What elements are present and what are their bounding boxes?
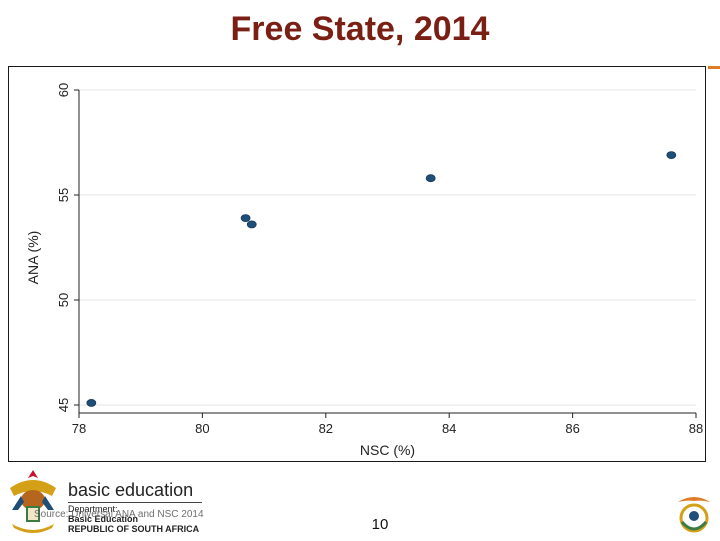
x-tick-label: 88 xyxy=(689,421,703,436)
brand-name: basic education xyxy=(68,480,194,500)
x-tick-label: 82 xyxy=(319,421,333,436)
data-point xyxy=(86,398,97,407)
source-note: Source: Universal ANA and NSC 2014 xyxy=(34,509,204,520)
x-tick-label: 84 xyxy=(442,421,456,436)
coat-of-arms-icon xyxy=(4,466,62,536)
data-point xyxy=(240,214,251,223)
y-axis-title: ANA (%) xyxy=(25,231,41,285)
data-point xyxy=(666,151,677,159)
department-name: Basic Education xyxy=(68,514,139,524)
y-tick-label: 45 xyxy=(56,398,71,412)
data-point xyxy=(425,174,436,183)
x-tick-label: 80 xyxy=(195,421,209,436)
data-point xyxy=(246,220,257,229)
country-name: REPUBLIC OF SOUTH AFRICA xyxy=(68,524,200,534)
department-label: Department: xyxy=(68,504,118,514)
accent-bar xyxy=(708,66,720,69)
x-tick-label: 86 xyxy=(565,421,579,436)
scatter-chart: 45 50 55 60 78 80 82 84 86 88 NSC (%) ANA (%) xyxy=(25,83,703,458)
x-axis-title: NSC (%) xyxy=(360,442,415,458)
slide-title: Free State, 2014 xyxy=(230,10,490,48)
brand-divider xyxy=(68,502,202,503)
page-number: 10 xyxy=(371,516,389,533)
x-tick-label: 78 xyxy=(72,421,86,436)
y-tick-label: 55 xyxy=(56,188,71,202)
anniversary-logo-icon xyxy=(672,492,716,536)
chart-panel: 45 50 55 60 78 80 82 84 86 88 NSC (%) ANA (%) xyxy=(8,66,706,462)
y-tick-label: 60 xyxy=(56,83,71,97)
y-tick-label: 50 xyxy=(56,293,71,307)
